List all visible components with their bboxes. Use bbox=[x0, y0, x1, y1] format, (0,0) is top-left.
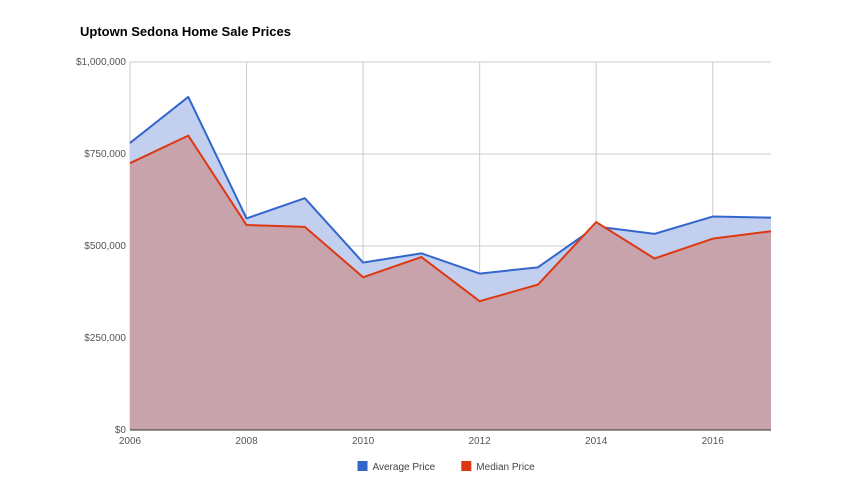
data-point bbox=[595, 221, 598, 224]
x-tick-label: 2016 bbox=[702, 436, 725, 447]
data-point bbox=[770, 230, 773, 233]
data-point bbox=[536, 266, 539, 269]
y-tick-label: $500,000 bbox=[84, 241, 126, 252]
data-point bbox=[653, 232, 656, 235]
legend-label: Average Price bbox=[373, 462, 436, 473]
legend-item-median-price[interactable]: Median Price bbox=[461, 461, 535, 473]
x-tick-label: 2012 bbox=[469, 436, 492, 447]
data-point bbox=[478, 272, 481, 275]
data-point bbox=[478, 300, 481, 303]
data-point bbox=[129, 141, 132, 144]
area-fill-median-price bbox=[130, 135, 771, 430]
data-point bbox=[303, 197, 306, 200]
legend-swatch bbox=[461, 461, 472, 471]
data-point bbox=[245, 217, 248, 220]
y-tick-label: $0 bbox=[115, 425, 127, 436]
data-point bbox=[420, 256, 423, 259]
data-point bbox=[129, 162, 132, 165]
x-tick-label: 2006 bbox=[119, 436, 142, 447]
tick-labels: $0 $250,000 $500,000 $750,000 $1,000,000 2006… bbox=[76, 57, 724, 447]
x-tick-label: 2014 bbox=[585, 436, 608, 447]
y-tick-label: $250,000 bbox=[84, 333, 126, 344]
data-point bbox=[711, 237, 714, 240]
data-point bbox=[420, 252, 423, 255]
series-line-average-price bbox=[129, 95, 772, 275]
chart-title: Uptown Sedona Home Sale Prices bbox=[80, 24, 291, 39]
data-point bbox=[303, 225, 306, 228]
data-point bbox=[187, 95, 190, 98]
data-point bbox=[770, 216, 773, 219]
data-point bbox=[536, 283, 539, 286]
y-tick-label: $1,000,000 bbox=[76, 57, 126, 68]
data-point bbox=[362, 276, 365, 279]
legend[interactable]: Average Price Median Price bbox=[357, 461, 536, 473]
data-point bbox=[362, 261, 365, 264]
data-point bbox=[653, 257, 656, 260]
legend-label: Median Price bbox=[476, 462, 535, 473]
data-point bbox=[711, 215, 714, 218]
area-series bbox=[129, 95, 773, 431]
y-tick-label: $750,000 bbox=[84, 149, 126, 160]
data-point bbox=[245, 224, 248, 227]
data-point bbox=[187, 134, 190, 137]
legend-swatch bbox=[357, 461, 368, 471]
x-tick-label: 2010 bbox=[352, 436, 375, 447]
legend-item-average-price[interactable]: Average Price bbox=[357, 461, 436, 473]
x-tick-label: 2008 bbox=[235, 436, 258, 447]
series-line-median-price bbox=[129, 134, 772, 303]
